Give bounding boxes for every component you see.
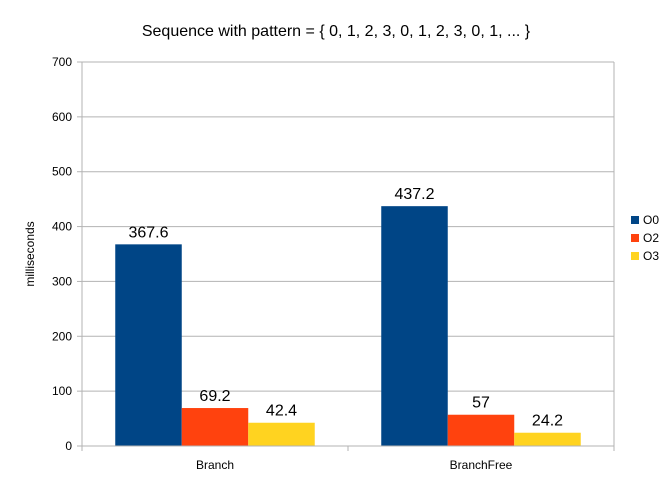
data-label: 24.2 bbox=[532, 413, 563, 430]
y-tick-label: 700 bbox=[52, 55, 72, 69]
x-category-label: BranchFree bbox=[450, 458, 513, 472]
bar-o2-branch bbox=[181, 408, 249, 446]
legend-entry: O3 bbox=[643, 249, 659, 263]
bar-o2-branchfree bbox=[447, 414, 515, 446]
legend-entry: O2 bbox=[643, 231, 659, 245]
y-tick-label: 500 bbox=[52, 165, 72, 179]
bar-o3-branch bbox=[248, 422, 315, 446]
data-label: 367.6 bbox=[128, 224, 168, 241]
bar-o3-branchfree bbox=[514, 432, 581, 446]
y-tick-label: 300 bbox=[52, 274, 72, 288]
legend-swatch bbox=[631, 252, 639, 260]
x-category-label: Branch bbox=[196, 458, 234, 472]
legend-entry: O0 bbox=[643, 213, 659, 227]
y-tick-label: 0 bbox=[65, 439, 72, 453]
data-label: 437.2 bbox=[394, 186, 434, 203]
category-labels: Branch BranchFree bbox=[196, 458, 513, 472]
axes bbox=[81, 62, 615, 451]
data-label: 69.2 bbox=[199, 388, 230, 405]
legend-swatch bbox=[631, 234, 639, 242]
legend-swatch bbox=[631, 216, 639, 224]
y-tick-label: 600 bbox=[52, 110, 72, 124]
bars bbox=[115, 206, 581, 446]
y-tick-label: 200 bbox=[52, 329, 72, 343]
bar-o0-branch bbox=[115, 244, 182, 446]
legend: O0 O2 O3 bbox=[631, 213, 659, 263]
y-tick-label: 100 bbox=[52, 384, 72, 398]
bar-o0-branchfree bbox=[381, 206, 448, 446]
data-label: 42.4 bbox=[266, 403, 297, 420]
data-labels: 367.6 69.2 42.4 437.2 57 24.2 bbox=[128, 186, 563, 430]
y-tick-label: 400 bbox=[52, 220, 72, 234]
data-label: 57 bbox=[472, 395, 490, 412]
chart-title: Sequence with pattern = { 0, 1, 2, 3, 0,… bbox=[142, 23, 531, 40]
y-axis-label: milliseconds bbox=[23, 221, 37, 286]
y-axis-ticks: 0 100 200 300 400 500 600 700 bbox=[52, 55, 82, 453]
